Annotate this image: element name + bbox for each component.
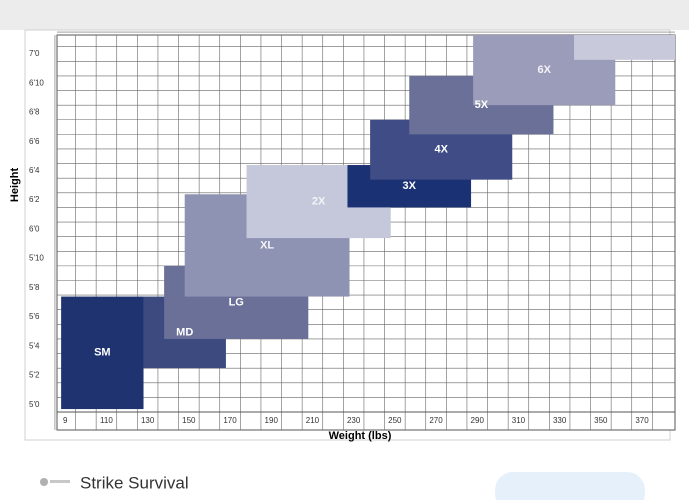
y-tick-label: 6'4 bbox=[29, 166, 40, 175]
y-tick-label: 6'2 bbox=[29, 195, 40, 204]
size-label: 2X bbox=[312, 195, 326, 207]
x-tick-label: 190 bbox=[265, 416, 279, 425]
x-tick-label: 310 bbox=[512, 416, 526, 425]
x-tick-label: 110 bbox=[100, 416, 113, 425]
x-axis-label: Weight (lbs) bbox=[329, 430, 392, 442]
size-label: SM bbox=[94, 347, 111, 359]
x-tick-label: 210 bbox=[306, 416, 320, 425]
size-label: 5X bbox=[475, 99, 489, 111]
size-label: 6X bbox=[537, 64, 551, 76]
y-tick-label: 5'10 bbox=[29, 254, 44, 263]
size-label: XL bbox=[260, 239, 274, 251]
seller-name[interactable]: Strike Survival bbox=[80, 473, 189, 492]
x-tick-label: 370 bbox=[635, 416, 649, 425]
y-tick-label: 5'4 bbox=[29, 341, 40, 350]
y-tick-label: 5'2 bbox=[29, 371, 40, 380]
x-tick-label: 330 bbox=[553, 416, 567, 425]
y-tick-label: 6'6 bbox=[29, 137, 40, 146]
size-block bbox=[61, 296, 144, 410]
y-tick-label: 5'8 bbox=[29, 283, 40, 292]
x-tick-label: 350 bbox=[594, 416, 608, 425]
x-tick-label: 270 bbox=[429, 416, 443, 425]
x-tick-label: 170 bbox=[223, 416, 237, 425]
y-tick-label: 6'0 bbox=[29, 224, 40, 233]
size-label: MD bbox=[176, 326, 193, 338]
x-tick-label: 9 bbox=[63, 416, 68, 425]
y-tick-label: 7'0 bbox=[29, 49, 40, 58]
x-tick-label: 230 bbox=[347, 416, 361, 425]
seller-logo bbox=[40, 478, 48, 486]
x-tick-label: 150 bbox=[182, 416, 196, 425]
size-block bbox=[574, 35, 675, 60]
size-label: 4X bbox=[434, 144, 448, 156]
size-label: 3X bbox=[403, 180, 417, 192]
top-band bbox=[0, 0, 689, 30]
y-tick-label: 6'10 bbox=[29, 78, 44, 87]
seller-logo-text bbox=[50, 480, 70, 483]
x-tick-label: 290 bbox=[471, 416, 485, 425]
y-tick-label: 6'8 bbox=[29, 108, 40, 117]
y-axis-label: Height bbox=[9, 168, 21, 203]
action-button[interactable] bbox=[495, 472, 645, 500]
size-label: LG bbox=[229, 296, 244, 308]
y-tick-label: 5'6 bbox=[29, 312, 40, 321]
x-tick-label: 130 bbox=[141, 416, 155, 425]
y-tick-label: 5'0 bbox=[29, 400, 40, 409]
x-tick-label: 250 bbox=[388, 416, 402, 425]
